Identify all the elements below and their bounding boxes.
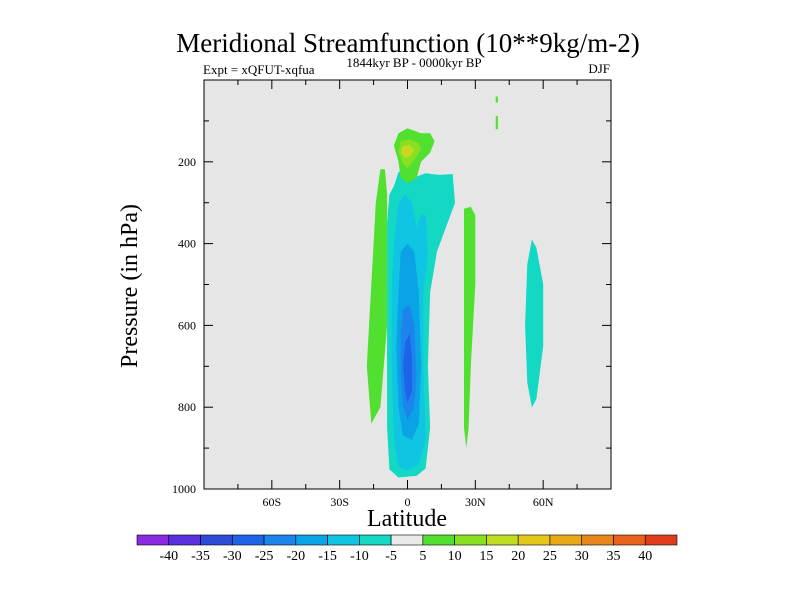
colorbar-swatch [486, 534, 519, 546]
colorbar-swatch [263, 534, 297, 546]
colorbar-swatch [517, 534, 551, 546]
ns-southern-positive-cell [366, 169, 388, 424]
y-tick-label: 600 [178, 318, 196, 332]
colorbar-swatch [295, 534, 328, 546]
subtitle-left: Expt = xQFUT-xqfua [203, 62, 315, 77]
chart-title: Meridional Streamfunction (10**9kg/m-2) [176, 28, 639, 58]
x-tick-label: 30S [330, 495, 349, 509]
colorbar-label: -5 [385, 549, 397, 564]
y-tick-label: 400 [178, 237, 196, 251]
colorbar-swatch [390, 534, 424, 546]
ns-equatorial-core-25 [403, 333, 412, 404]
colorbar-swatch [549, 534, 583, 546]
colorbar-label: -25 [255, 549, 274, 564]
x-tick-label: 60S [262, 495, 281, 509]
colorbar-label: -15 [318, 549, 337, 564]
colorbar-label: 25 [543, 549, 557, 564]
colorbar-label: 35 [607, 549, 621, 564]
colorbar-label: -10 [350, 549, 369, 564]
ns-northern-negative-cell [525, 239, 544, 408]
colorbar-swatch [231, 534, 265, 546]
colorbar-swatch [327, 534, 360, 546]
y-tick-label: 200 [178, 155, 196, 169]
x-tick-label: 30N [465, 495, 486, 509]
colorbar-swatch [168, 534, 201, 546]
y-tick-label: 800 [178, 400, 196, 414]
y-tick-label: 1000 [172, 482, 196, 496]
colorbar-swatch [200, 534, 233, 546]
colorbar-swatch [581, 534, 614, 546]
ns-top-sliver [495, 96, 498, 103]
colorbar-label: 5 [419, 549, 426, 564]
colorbar-label: 10 [448, 549, 462, 564]
colorbar-label: -35 [191, 549, 210, 564]
ns-upper-core-20 [405, 148, 410, 154]
colorbar-swatch [422, 534, 455, 546]
x-axis-label: Latitude [367, 506, 447, 532]
colorbar-label: -40 [159, 549, 178, 564]
colorbar-label: 30 [575, 549, 589, 564]
colorbar-swatch [613, 534, 646, 546]
subtitle-right: DJF [588, 61, 610, 76]
colorbar-swatch [359, 534, 392, 546]
colorbar-label: 20 [511, 549, 525, 564]
colorbar-label: -30 [223, 549, 242, 564]
contour-regions [366, 96, 544, 478]
ns-top-sliver-lower [495, 116, 498, 130]
colorbar-swatch [136, 534, 170, 546]
x-tick-label: 0 [405, 495, 411, 509]
axis-ticks: 60S 30S 0 30N 60N 200 400 600 800 1000 [172, 80, 612, 509]
colorbar-swatch [644, 534, 678, 546]
y-axis-label: Pressure (in hPa) [117, 204, 143, 368]
colorbar-label: 40 [638, 549, 652, 564]
x-tick-label: 60N [533, 495, 554, 509]
ns-subtropical-positive-cell [464, 206, 476, 449]
subtitle-center: 1844kyr BP - 0000kyr BP [346, 55, 481, 70]
colorbar: -40 -35 -30 -25 -20 -15 -10 -5 5 10 15 20 25 30 35 40 [136, 534, 678, 564]
colorbar-swatch [454, 534, 487, 546]
colorbar-label: 15 [479, 549, 493, 564]
colorbar-label: -20 [286, 549, 305, 564]
